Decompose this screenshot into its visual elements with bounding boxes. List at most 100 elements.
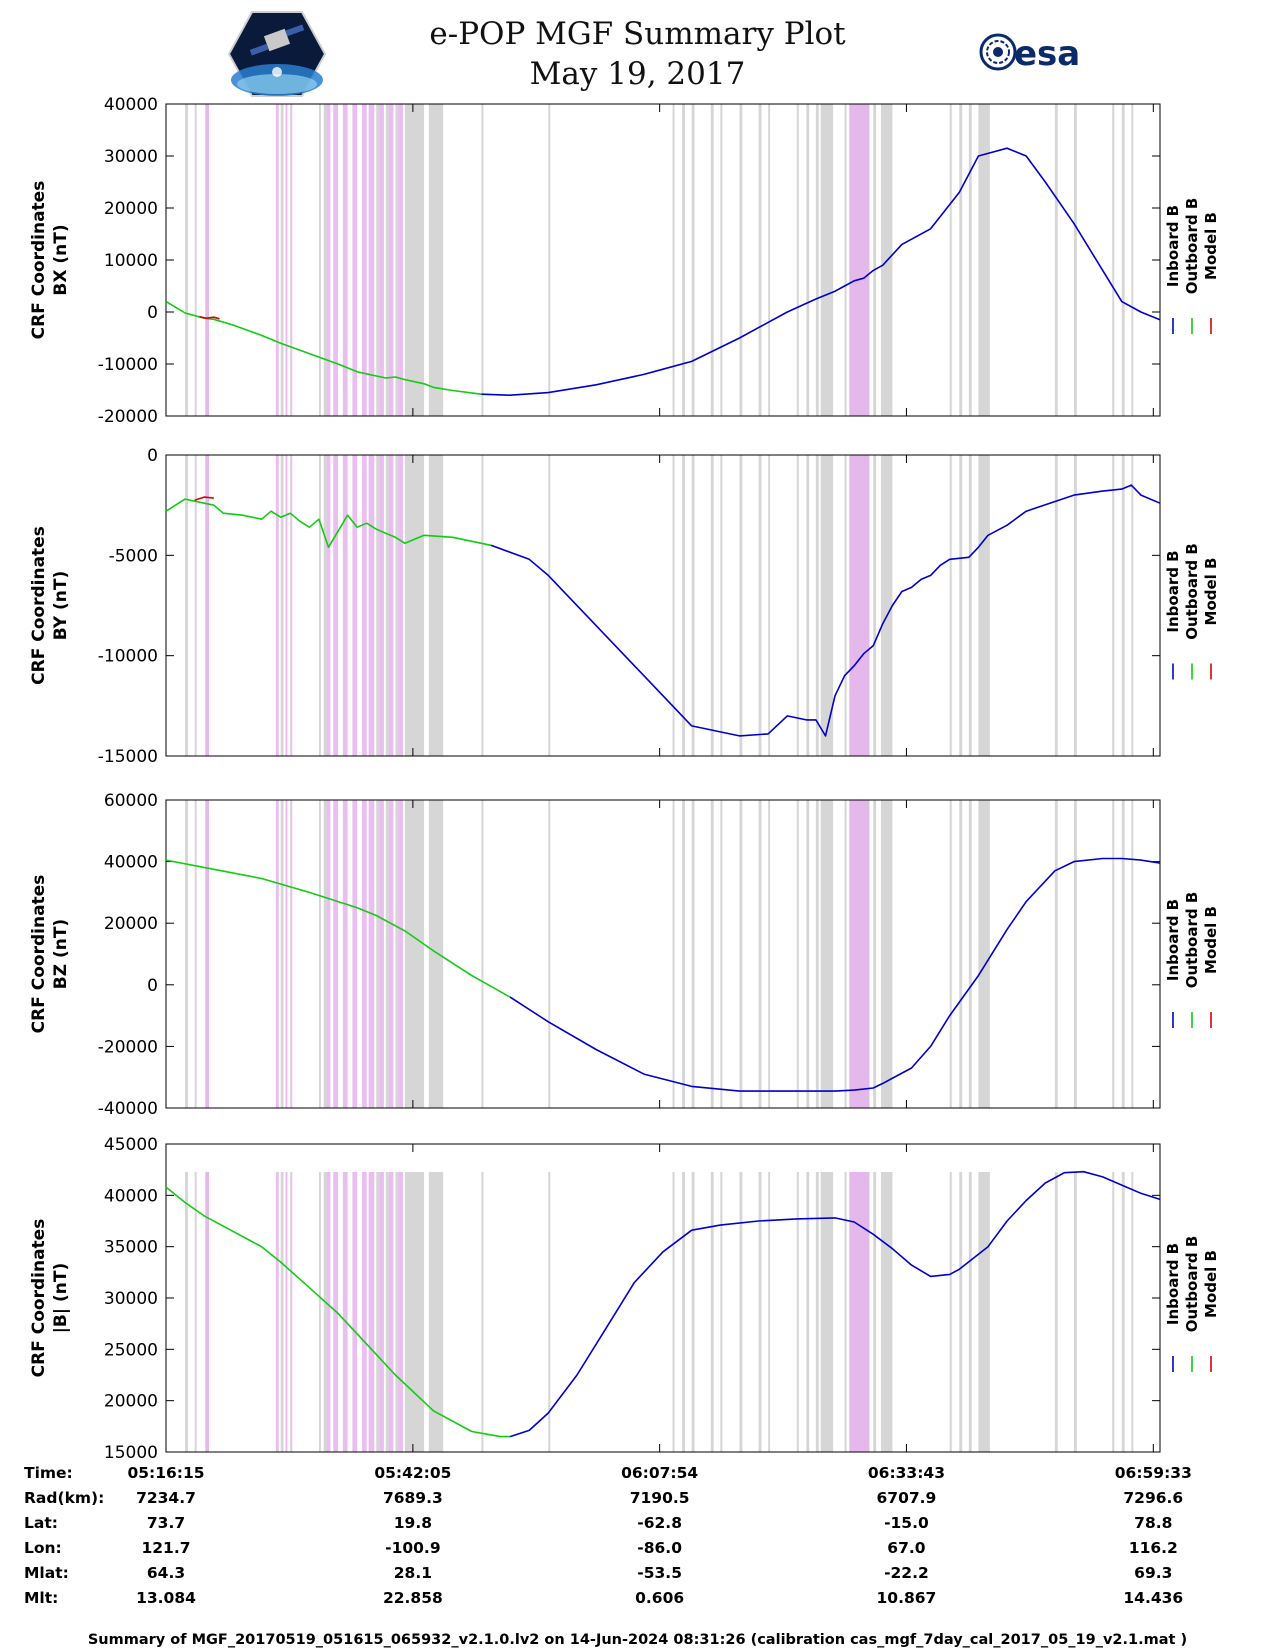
flag-band-pink xyxy=(290,1172,293,1452)
flag-band-pink xyxy=(285,800,288,1108)
y-tick-label: 60000 xyxy=(104,791,158,811)
table-cell: 0.606 xyxy=(635,1589,684,1607)
flag-band-pink xyxy=(352,455,358,756)
legend-label: Model B xyxy=(1202,212,1220,280)
series-line-inboard-b xyxy=(509,1170,1161,1438)
flag-band-gray xyxy=(323,104,327,416)
panel-2: 0 -5000 -10000 -15000 CRF Coordinates BY (nT)… xyxy=(29,446,1220,767)
flag-band-gray xyxy=(720,104,723,416)
flag-band-gray xyxy=(873,800,877,1108)
y-axis-label: BY (nT) xyxy=(51,571,71,641)
flag-band-pink xyxy=(290,104,293,416)
series-line-model-b xyxy=(194,496,214,501)
flag-band-gray xyxy=(194,455,197,756)
flag-band-pink xyxy=(275,455,279,756)
flag-band-gray xyxy=(185,800,188,1108)
flag-band-gray xyxy=(395,800,399,1108)
flag-band-gray-wide xyxy=(880,1172,893,1452)
table-cell: 19.8 xyxy=(394,1514,432,1532)
flag-band-pink xyxy=(205,1172,210,1452)
flag-band-pink xyxy=(275,1172,279,1452)
flag-band-gray xyxy=(873,1172,877,1452)
flag-band-pink xyxy=(326,800,331,1108)
flag-band-gray xyxy=(959,455,963,756)
flag-band-gray xyxy=(682,455,685,756)
table-cell: 14.436 xyxy=(1123,1589,1183,1607)
flag-band-pink xyxy=(368,800,375,1108)
y-tick-label: 30000 xyxy=(104,147,158,167)
flag-band-pink xyxy=(342,104,348,416)
flag-band-gray xyxy=(691,1172,695,1452)
flag-band-gray xyxy=(280,1172,284,1452)
flag-band-gray xyxy=(376,104,380,416)
flag-band-pink xyxy=(342,800,348,1108)
flag-band-pink xyxy=(379,1172,384,1452)
table-cell: -53.5 xyxy=(637,1564,682,1582)
flag-band-gray xyxy=(548,800,551,1108)
flag-band-gray xyxy=(1131,1172,1134,1452)
flag-band-gray-wide xyxy=(880,455,893,756)
flag-band-gray xyxy=(548,455,551,756)
legend-label: Inboard B xyxy=(1164,899,1182,981)
flag-band-gray xyxy=(385,800,389,1108)
table-cell: 6707.9 xyxy=(877,1489,937,1507)
flag-band-pink xyxy=(849,1172,870,1452)
series-line-inboard-b xyxy=(490,484,1161,737)
flag-band-gray xyxy=(194,1172,197,1452)
esa-swirl-icon: esa xyxy=(979,33,1080,74)
flag-band-gray xyxy=(385,104,389,416)
table-cell: 7689.3 xyxy=(383,1489,443,1507)
flag-band-gray xyxy=(815,1172,819,1452)
y-tick-label: -10000 xyxy=(98,355,158,375)
flag-band-gray xyxy=(815,455,819,756)
flag-band-pink xyxy=(342,1172,348,1452)
plot-frame xyxy=(165,799,1161,1109)
table-row-label: Rad(km): xyxy=(24,1489,104,1507)
flag-band-pink xyxy=(398,455,404,756)
panel-4: 45000 40000 35000 30000 25000 20000 15000 CRF C… xyxy=(29,1135,1220,1463)
flag-band-gray xyxy=(428,104,444,416)
flag-band-gray xyxy=(949,800,952,1108)
y-tick-label: 40000 xyxy=(104,853,158,873)
table-cell: 22.858 xyxy=(383,1589,443,1607)
y-tick-label: 0 xyxy=(147,446,158,466)
table-row-label: Lon: xyxy=(24,1539,62,1557)
table-cell: 69.3 xyxy=(1134,1564,1172,1582)
table-cell: 78.8 xyxy=(1134,1514,1172,1532)
flag-band-pink xyxy=(275,104,279,416)
y-tick-label: -20000 xyxy=(98,1037,158,1057)
flag-band-gray xyxy=(194,800,197,1108)
y-tick-label: 20000 xyxy=(104,914,158,934)
flag-band-gray xyxy=(806,455,810,756)
cassiope-satellite-logo xyxy=(228,11,326,97)
y-tick-label: 40000 xyxy=(104,1186,158,1206)
flag-band-gray xyxy=(672,455,675,756)
flag-band-pink xyxy=(379,800,384,1108)
flag-band-gray xyxy=(185,104,188,416)
flag-band-gray xyxy=(404,104,425,416)
flag-band-gray xyxy=(739,1172,743,1452)
table-cell: 67.0 xyxy=(887,1539,925,1557)
table-cell: 73.7 xyxy=(147,1514,185,1532)
flag-band-gray xyxy=(796,455,799,756)
flag-band-gray xyxy=(978,455,990,756)
esa-logo: esa xyxy=(978,30,1088,74)
flag-band-gray xyxy=(949,1172,952,1452)
flag-band-gray xyxy=(1073,455,1077,756)
legend-label: Outboard B xyxy=(1183,1236,1201,1333)
flag-band-pink xyxy=(398,1172,404,1452)
flag-band-gray xyxy=(1121,104,1125,416)
series-line-model-b xyxy=(199,315,220,320)
series-line-inboard-b xyxy=(509,857,1161,1092)
flag-band-gray xyxy=(806,1172,810,1452)
flag-band-pink xyxy=(849,800,870,1108)
flag-band-pink xyxy=(352,800,358,1108)
flag-band-gray xyxy=(548,1172,551,1452)
flag-band-pink xyxy=(388,1172,394,1452)
flag-band-gray xyxy=(318,455,321,756)
flag-band-gray xyxy=(844,104,847,416)
flag-band-pink xyxy=(398,104,404,416)
flag-band-gray xyxy=(1073,104,1077,416)
flag-band-gray-wide xyxy=(880,800,893,1108)
flag-band-gray xyxy=(758,104,762,416)
